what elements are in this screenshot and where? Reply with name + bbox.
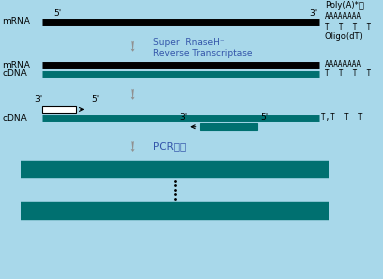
Text: 3': 3' (309, 9, 318, 18)
Text: Super  RnaseH⁻: Super RnaseH⁻ (153, 38, 225, 47)
Text: Reverse Transcriptase: Reverse Transcriptase (153, 49, 253, 58)
Text: AAAAAAAA: AAAAAAAA (325, 12, 362, 21)
FancyBboxPatch shape (42, 106, 76, 113)
Text: 5': 5' (91, 95, 99, 104)
Text: 3': 3' (34, 95, 43, 104)
Text: 5': 5' (260, 113, 268, 122)
Text: mRNA: mRNA (3, 61, 31, 70)
Text: Oligo(dT): Oligo(dT) (325, 32, 363, 41)
Text: mRNA: mRNA (3, 17, 31, 26)
Text: 3': 3' (179, 113, 188, 122)
Text: T,T  T  T: T,T T T (321, 114, 363, 122)
Text: AAAAAAAA: AAAAAAAA (325, 60, 362, 69)
Text: 5': 5' (53, 9, 61, 18)
FancyBboxPatch shape (200, 123, 257, 130)
Text: cDNA: cDNA (3, 69, 27, 78)
Text: cDNA: cDNA (3, 114, 27, 123)
Text: T  T  T  T: T T T T (325, 23, 371, 32)
Text: Poly(A)*尾: Poly(A)*尾 (325, 1, 364, 10)
Text: PCR扩增: PCR扩增 (153, 141, 187, 151)
Text: T  T  T  T: T T T T (325, 69, 371, 78)
